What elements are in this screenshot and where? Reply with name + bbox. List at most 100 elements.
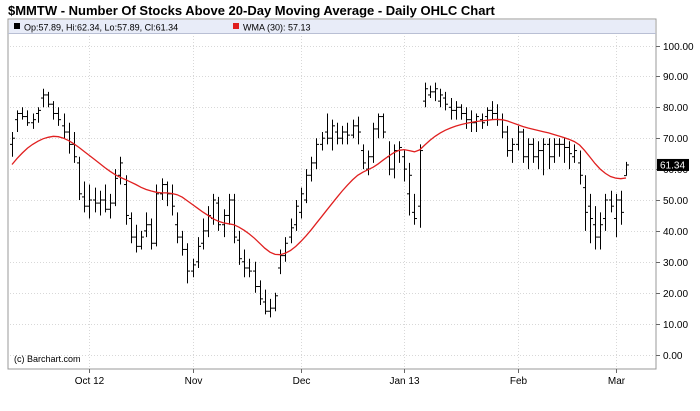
ohlc-bar (232, 193, 237, 244)
ohlc-bar (521, 128, 526, 163)
ohlc-bar (381, 113, 386, 139)
ohlc-bar (108, 193, 113, 219)
ohlc-bar (603, 193, 608, 231)
ohlc-bar (144, 212, 149, 238)
ohlc-bar (180, 230, 185, 256)
ohlc-bar (201, 218, 206, 250)
y-tick-label: 20.00 (663, 289, 688, 300)
ohlc-bar (304, 169, 309, 204)
ohlc-bar (299, 187, 304, 219)
ohlc-bar (314, 138, 319, 170)
ohlc-bar (56, 107, 61, 126)
ohlc-bar (624, 161, 629, 177)
ohlc-bar (124, 175, 129, 225)
ohlc-bar (361, 144, 366, 170)
ohlc-bar (51, 101, 56, 120)
ohlc-bar (412, 193, 417, 225)
legend-ohlc-values: Op:57.89, Hi:62.34, Lo:57.89, Cl:61.34 (24, 23, 178, 33)
x-tick-label: Jan 13 (389, 376, 419, 387)
ohlc-bar (258, 280, 263, 306)
ohlc-bar (485, 107, 490, 126)
ohlc-bar (562, 138, 567, 163)
ohlc-bar (196, 237, 201, 268)
ohlc-bar (567, 141, 572, 170)
ohlc-bar (552, 138, 557, 163)
ohlc-bar (103, 184, 108, 213)
ohlc-bar (335, 122, 340, 145)
ohlc-bar (541, 138, 546, 176)
ohlc-bar (459, 104, 464, 120)
ohlc-bar (325, 113, 330, 145)
ohlc-bar (438, 88, 443, 108)
ohlc-bar (376, 113, 381, 139)
ohlc-bar (263, 289, 268, 315)
ohlc-bar (557, 138, 562, 157)
ohlc-bar (593, 206, 598, 250)
ohlc-bar (242, 249, 247, 278)
legend-ohlc-swatch (14, 23, 20, 29)
legend-bar (9, 20, 655, 33)
ohlc-bar (572, 144, 577, 163)
ohlc-bar (309, 156, 314, 182)
ohlc-bar (505, 125, 510, 157)
ohlc-bar (614, 193, 619, 238)
x-tick-label: Nov (185, 376, 203, 387)
x-tick-label: Mar (608, 376, 626, 387)
ohlc-bar (609, 190, 614, 213)
y-tick-label: 40.00 (663, 227, 688, 238)
x-tick-label: Oct 12 (75, 376, 105, 387)
ohlc-bar (10, 132, 15, 157)
ohlc-bar (160, 178, 165, 200)
y-tick-label: 50.00 (663, 196, 688, 207)
legend-wma-swatch (233, 23, 239, 29)
y-tick-label: 80.00 (663, 103, 688, 114)
ohlc-bar (77, 156, 82, 200)
ohlc-bar (464, 107, 469, 129)
ohlc-bar (547, 138, 552, 170)
wma-line (11, 118, 627, 256)
x-tick-label: Feb (510, 376, 528, 387)
ohlc-bar (474, 113, 479, 133)
ohlc-bar (619, 190, 624, 225)
ohlc-bar (191, 258, 196, 278)
ohlc-bar (20, 107, 25, 120)
ohlc-bar (392, 144, 397, 179)
ohlc-bar (598, 212, 603, 250)
ohlc-bar (62, 113, 67, 139)
ohlc-bar (98, 190, 103, 216)
ohlc-bar (531, 138, 536, 163)
ohlc-bar (41, 88, 46, 108)
ohlc-bar (449, 98, 454, 120)
y-tick-label: 90.00 (663, 72, 688, 83)
ohlc-bar (149, 218, 154, 250)
ohlc-bar (154, 184, 159, 247)
legend-wma-value: WMA (30): 57.13 (243, 23, 311, 33)
ohlc-bar (407, 162, 412, 216)
ohlc-bar (253, 261, 258, 293)
ohlc-bar (345, 122, 350, 145)
last-value-label: 61.34 (660, 160, 685, 171)
ohlc-bar (536, 141, 541, 170)
ohlc-bar (139, 230, 144, 250)
ohlc-bar (175, 212, 180, 244)
ohlc-bar (15, 110, 20, 133)
ohlc-bar (247, 258, 252, 278)
ohlc-bar (82, 181, 87, 213)
ohlc-bar (294, 200, 299, 231)
chart-title: $MMTW - Number Of Stocks Above 20-Day Mo… (8, 3, 495, 18)
credit-text: (c) Barchart.com (14, 354, 81, 364)
ohlc-bar (25, 110, 30, 126)
y-tick-label: 70.00 (663, 134, 688, 145)
ohlc-bar (340, 125, 345, 145)
ohlc-bar (402, 150, 407, 182)
y-tick-label: 10.00 (663, 320, 688, 331)
ohlc-bar (356, 116, 361, 145)
ohlc-bar (93, 187, 98, 213)
ohlc-bar (36, 107, 41, 123)
ohlc-bar (134, 224, 139, 253)
ohlc-bar (433, 82, 438, 102)
ohlc-bar (583, 175, 588, 231)
last-value-badge (657, 158, 689, 171)
ohlc-bar (268, 298, 273, 318)
